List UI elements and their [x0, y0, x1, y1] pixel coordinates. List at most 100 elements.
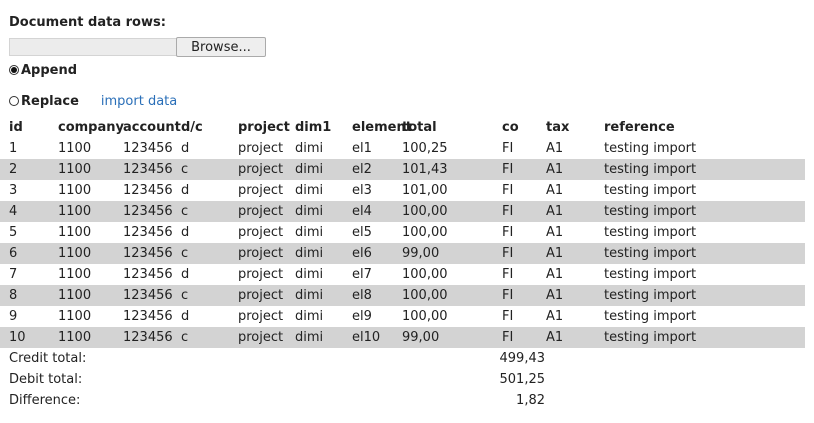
cell-id: 1: [9, 141, 18, 156]
cell-reference: testing import: [604, 141, 697, 156]
cell-dim1: dimi: [295, 327, 352, 348]
cell-dim1: dimi: [295, 309, 324, 324]
cell-dc: d: [181, 141, 190, 156]
cell-tax: A1: [546, 159, 604, 180]
cell-company: 1100: [58, 327, 123, 348]
cell-co: FI: [502, 285, 546, 306]
cell-tax: A1: [546, 225, 564, 240]
cell-dim1: dimi: [295, 201, 352, 222]
section-title: Document data rows:: [9, 15, 166, 30]
col-header-co: co: [502, 120, 519, 135]
cell-reference: testing import: [604, 309, 697, 324]
cell-element: el8: [352, 285, 402, 306]
cell-co: FI: [502, 243, 546, 264]
cell-account: 123456: [123, 309, 173, 324]
cell-id: 6: [0, 243, 58, 264]
cell-element: el3: [352, 183, 372, 198]
cell-id: 3: [9, 183, 18, 198]
col-header-dim1: dim1: [295, 120, 332, 135]
cell-company: 1100: [58, 243, 123, 264]
cell-project: project: [238, 243, 295, 264]
cell-dim1: dimi: [295, 285, 352, 306]
cell-element: el10: [352, 327, 402, 348]
cell-account: 123456: [123, 225, 173, 240]
cell-project: project: [238, 183, 284, 198]
cell-dc: c: [181, 285, 238, 306]
cell-total: 101,00: [402, 183, 448, 198]
cell-account: 123456: [123, 201, 181, 222]
cell-total: 100,25: [402, 141, 448, 156]
cell-element: el6: [352, 243, 402, 264]
cell-total: 100,00: [402, 285, 502, 306]
debit-total-label: Debit total:: [9, 372, 83, 387]
cell-dim1: dimi: [295, 141, 324, 156]
cell-dim1: dimi: [295, 243, 352, 264]
cell-company: 1100: [58, 159, 123, 180]
cell-dc: c: [181, 327, 238, 348]
cell-dc: c: [181, 159, 238, 180]
credit-total-row: Credit total: 499,43: [9, 348, 814, 369]
import-form: Document data rows: Browse... Append Rep…: [0, 15, 814, 411]
totals-block: Credit total: 499,43 Debit total: 501,25…: [9, 348, 814, 411]
cell-id: 9: [9, 309, 18, 324]
cell-co: FI: [502, 225, 514, 240]
replace-label: Replace: [21, 93, 79, 109]
cell-total: 100,00: [402, 267, 448, 282]
cell-project: project: [238, 159, 295, 180]
table-row: 10 1100 123456 c project dimi el10 99,00 FI A1 tes…: [0, 327, 805, 348]
cell-company: 1100: [58, 285, 123, 306]
cell-dim1: dimi: [295, 159, 352, 180]
cell-company: 1100: [58, 267, 92, 282]
table-row: 3 1100 123456 d project dimi el3 101,00 FI A1 test…: [0, 180, 805, 201]
cell-account: 123456: [123, 285, 181, 306]
col-header-total: total: [402, 120, 437, 135]
cell-element: el1: [352, 141, 372, 156]
append-label: Append: [21, 62, 78, 78]
cell-id: 10: [0, 327, 58, 348]
append-radio[interactable]: [9, 65, 19, 75]
cell-dc: d: [181, 225, 190, 240]
browse-button[interactable]: Browse...: [176, 37, 266, 57]
cell-project: project: [238, 201, 295, 222]
cell-tax: A1: [546, 327, 604, 348]
cell-account: 123456: [123, 159, 181, 180]
cell-dc: c: [181, 243, 238, 264]
cell-id: 8: [0, 285, 58, 306]
import-data-link[interactable]: import data: [100, 93, 178, 109]
table-row: 4 1100 123456 c project dimi el4 100,00 FI A1 test…: [0, 201, 805, 222]
cell-dc: d: [181, 267, 190, 282]
cell-project: project: [238, 285, 295, 306]
cell-id: 4: [0, 201, 58, 222]
cell-tax: A1: [546, 267, 564, 282]
cell-company: 1100: [58, 183, 92, 198]
cell-total: 101,43: [402, 159, 502, 180]
cell-co: FI: [502, 141, 514, 156]
replace-radio[interactable]: [9, 96, 19, 106]
cell-tax: A1: [546, 285, 604, 306]
cell-co: FI: [502, 159, 546, 180]
cell-element: el9: [352, 309, 372, 324]
append-option[interactable]: Append: [9, 60, 814, 80]
cell-co: FI: [502, 327, 546, 348]
cell-reference: testing import: [604, 201, 805, 222]
cell-account: 123456: [123, 267, 173, 282]
col-header-project: project: [238, 120, 290, 135]
cell-reference: testing import: [604, 267, 697, 282]
cell-reference: testing import: [604, 225, 697, 240]
table-row: 5 1100 123456 d project dimi el5 100,00 FI A1 test…: [0, 222, 805, 243]
cell-company: 1100: [58, 141, 92, 156]
cell-company: 1100: [58, 201, 123, 222]
cell-account: 123456: [123, 327, 181, 348]
cell-company: 1100: [58, 225, 92, 240]
table-row: 1 1100 123456 d project dimi el1 100,25 FI A1 test…: [0, 138, 805, 159]
cell-reference: testing import: [604, 285, 805, 306]
cell-id: 2: [0, 159, 58, 180]
replace-option[interactable]: Replace import data: [9, 91, 814, 111]
difference-value: 1,82: [516, 393, 545, 408]
file-path-field[interactable]: [9, 38, 177, 56]
cell-id: 7: [9, 267, 18, 282]
cell-dc: d: [181, 183, 190, 198]
col-header-reference: reference: [604, 120, 675, 135]
radio-selected-dot: [11, 67, 17, 73]
cell-company: 1100: [58, 309, 92, 324]
